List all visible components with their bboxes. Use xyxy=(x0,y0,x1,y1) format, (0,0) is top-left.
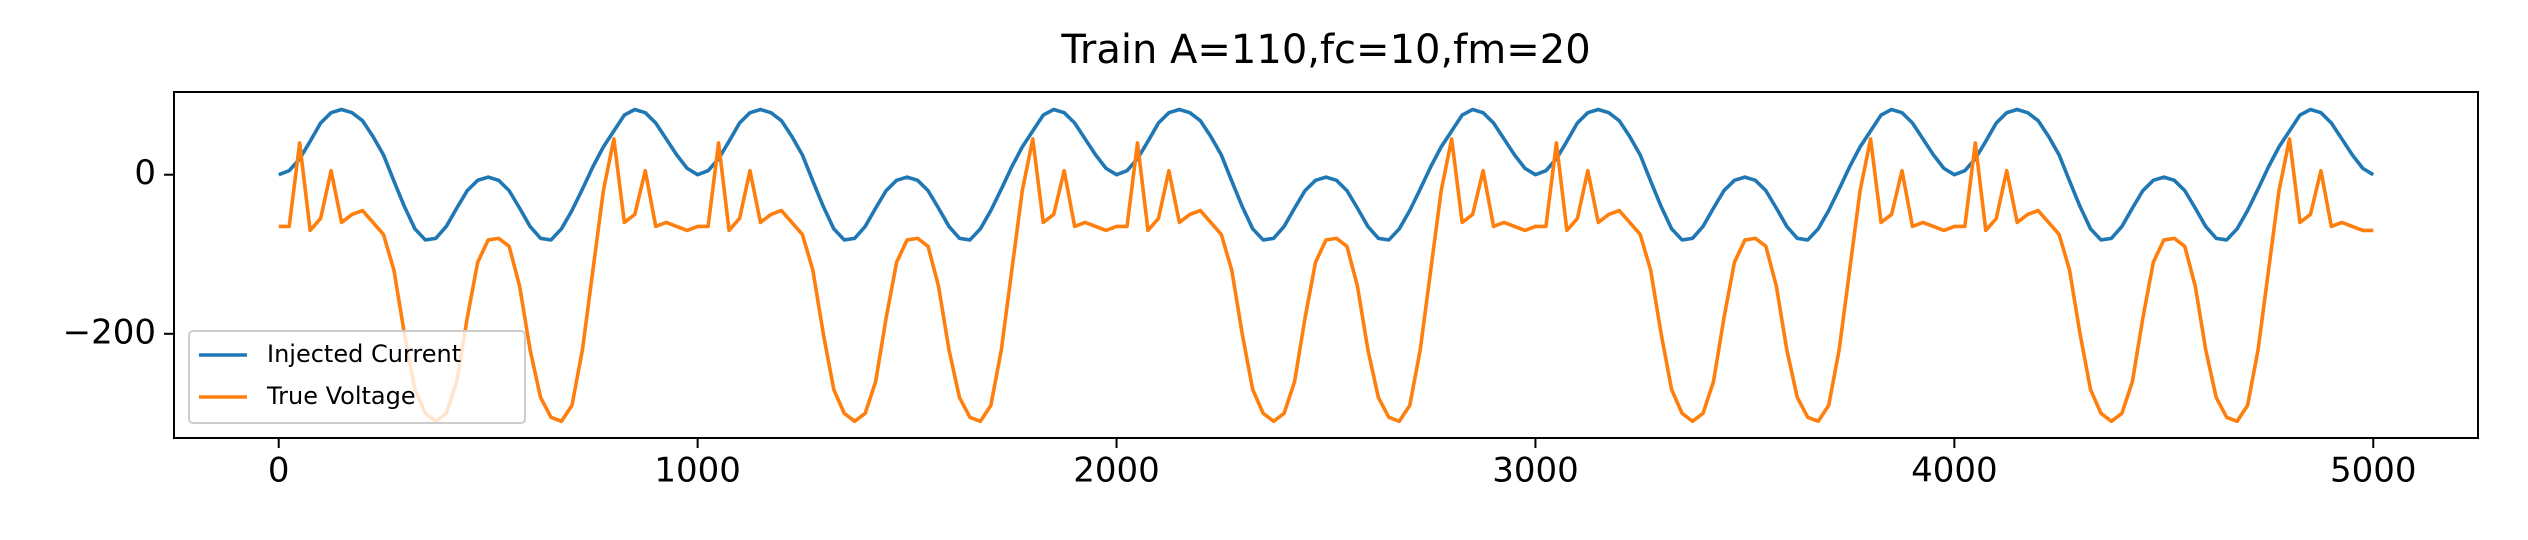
series-line xyxy=(278,137,2374,424)
axes-frame xyxy=(173,91,2479,439)
y-tick-label: 0 xyxy=(134,153,156,193)
x-tick-label: 5000 xyxy=(2330,451,2417,491)
y-tick-label: −200 xyxy=(63,312,156,352)
x-tick-label: 4000 xyxy=(1911,451,1998,491)
x-tick-label: 0 xyxy=(268,451,290,491)
x-tick-label: 3000 xyxy=(1492,451,1579,491)
legend-label: True Voltage xyxy=(266,382,416,410)
legend-box xyxy=(188,330,526,424)
x-tick-label: 2000 xyxy=(1073,451,1160,491)
series-line xyxy=(278,107,2375,242)
chart-title: Train A=110,fc=10,fm=20 xyxy=(1060,27,1590,73)
x-tick-label: 1000 xyxy=(654,451,741,491)
legend-label: Injected Current xyxy=(267,340,461,368)
